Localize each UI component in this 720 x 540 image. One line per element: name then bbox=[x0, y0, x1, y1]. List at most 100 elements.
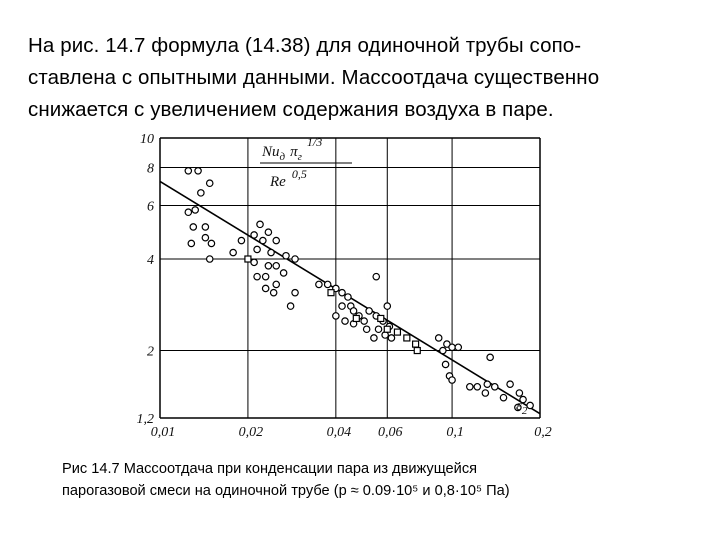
data-point-circle bbox=[264, 228, 273, 237]
data-point-circle bbox=[448, 343, 456, 352]
data-point-square bbox=[413, 346, 421, 355]
x-axis-label: ε2 bbox=[516, 398, 528, 417]
x-tick-label: 0,2 bbox=[534, 425, 552, 440]
grid bbox=[159, 137, 541, 419]
data-point-circle bbox=[207, 239, 216, 248]
data-point-square bbox=[244, 255, 252, 263]
data-point-square bbox=[327, 289, 335, 297]
data-point-circle bbox=[291, 288, 299, 297]
data-point-circle bbox=[374, 325, 383, 334]
data-point-circle bbox=[338, 302, 346, 310]
data-point-square bbox=[383, 325, 391, 333]
data-point-circle bbox=[237, 236, 246, 245]
data-point-circle bbox=[332, 312, 340, 320]
data-point-circle bbox=[291, 255, 299, 263]
intro-line-3: снижается с увеличением содержания возду… bbox=[28, 98, 554, 121]
y-tick-label: 1,2 bbox=[137, 412, 155, 427]
data-point-circle bbox=[205, 255, 214, 263]
data-point-circle bbox=[365, 307, 373, 315]
data-point-circle bbox=[483, 380, 492, 389]
data-point-circle bbox=[383, 302, 392, 310]
data-point-circle bbox=[279, 269, 288, 277]
data-point-circle bbox=[434, 334, 443, 342]
x-tick-label: 0,01 bbox=[151, 425, 176, 440]
data-point-circle bbox=[441, 360, 450, 369]
data-point-circle bbox=[466, 382, 474, 391]
data-point-circle bbox=[272, 236, 281, 245]
data-point-circle bbox=[269, 288, 278, 297]
data-point-circle bbox=[184, 208, 193, 217]
intro-line-1: На рис. 14.7 формула (14.38) для одиночн… bbox=[28, 34, 582, 57]
data-point-circle bbox=[349, 307, 358, 315]
data-point-circle bbox=[439, 346, 447, 355]
data-point-circle bbox=[253, 245, 261, 254]
data-point-circle bbox=[473, 382, 482, 391]
data-points bbox=[184, 167, 534, 412]
data-point-circle bbox=[486, 353, 494, 362]
y-tick-label: 8 bbox=[147, 161, 154, 176]
x-tick-label: 0,06 bbox=[378, 425, 403, 440]
data-point-circle bbox=[448, 376, 456, 384]
y-axis-label: Nuд πг1/3 Re 0,5 bbox=[260, 135, 352, 190]
data-point-circle bbox=[490, 382, 499, 391]
data-point-circle bbox=[323, 280, 332, 289]
data-point-circle bbox=[267, 248, 275, 257]
data-point-circle bbox=[315, 280, 323, 289]
data-point-circle bbox=[338, 288, 346, 297]
data-point-circle bbox=[362, 325, 371, 334]
data-point-circle bbox=[191, 206, 200, 214]
intro-line-2: ставлена с опытными данными. Массоотдача… bbox=[28, 66, 600, 89]
data-point-circle bbox=[344, 293, 352, 301]
data-point-circle bbox=[387, 334, 396, 342]
data-point-square bbox=[377, 314, 385, 323]
data-point-circle bbox=[272, 261, 281, 270]
data-point-circle bbox=[253, 272, 261, 281]
data-point-square bbox=[352, 314, 360, 323]
data-point-circle bbox=[372, 272, 381, 281]
data-point-circle bbox=[189, 223, 198, 231]
data-point-circle bbox=[499, 393, 508, 402]
tick-labels: 0,01 0,02 0,04 0,06 0,1 0,2 10 8 6 4 2 1,2 bbox=[137, 132, 552, 440]
data-point-circle bbox=[264, 261, 273, 270]
ylabel-denominator: Re 0,5 bbox=[269, 167, 307, 190]
data-point-circle bbox=[481, 389, 490, 397]
data-point-circle bbox=[250, 258, 258, 267]
caption-line-2: парогазовой смеси на одиночной трубе (р … bbox=[62, 483, 510, 499]
data-point-square bbox=[393, 328, 402, 336]
data-point-circle bbox=[184, 167, 193, 175]
data-point-circle bbox=[282, 251, 290, 260]
mass-transfer-chart: 0,01 0,02 0,04 0,06 0,1 0,2 10 8 6 4 2 1,2 Nuд πг1/3… bbox=[137, 132, 552, 440]
data-point-circle bbox=[360, 317, 368, 325]
y-tick-label: 2 bbox=[147, 345, 154, 360]
data-point-circle bbox=[370, 334, 378, 342]
data-point-circle bbox=[194, 167, 202, 175]
data-point-square bbox=[403, 334, 411, 342]
x-tick-label: 0,02 bbox=[239, 425, 263, 440]
data-point-circle bbox=[261, 284, 270, 293]
data-point-circle bbox=[205, 179, 214, 188]
x-tick-label: 0,04 bbox=[327, 425, 352, 440]
data-point-circle bbox=[256, 220, 264, 229]
data-point-circle bbox=[272, 280, 281, 289]
data-point-circle bbox=[187, 239, 196, 248]
data-point-circle bbox=[514, 403, 522, 412]
y-tick-label: 4 bbox=[147, 253, 154, 268]
figure-caption: Рис 14.7 Массоотдача при конденсации пар… bbox=[62, 458, 682, 502]
x-tick-label: 0,1 bbox=[446, 425, 464, 440]
data-point-circle bbox=[261, 272, 270, 281]
data-point-circle bbox=[250, 231, 258, 239]
caption-line-1: Рис 14.7 Массоотдача при конденсации пар… bbox=[62, 461, 478, 477]
data-point-circle bbox=[454, 343, 463, 352]
data-point-circle bbox=[197, 189, 205, 197]
data-point-circle bbox=[519, 395, 527, 404]
y-tick-label: 6 bbox=[147, 199, 154, 214]
data-point-circle bbox=[526, 401, 534, 410]
data-point-circle bbox=[286, 302, 295, 310]
ylabel-numerator: Nuд πг1/3 bbox=[261, 135, 322, 163]
y-tick-label: 10 bbox=[140, 132, 154, 147]
data-point-circle bbox=[201, 223, 210, 231]
data-point-circle bbox=[229, 248, 237, 257]
data-point-circle bbox=[201, 233, 210, 242]
data-point-circle bbox=[341, 317, 349, 325]
intro-text: На рис. 14.7 формула (14.38) для одиночн… bbox=[28, 30, 708, 126]
